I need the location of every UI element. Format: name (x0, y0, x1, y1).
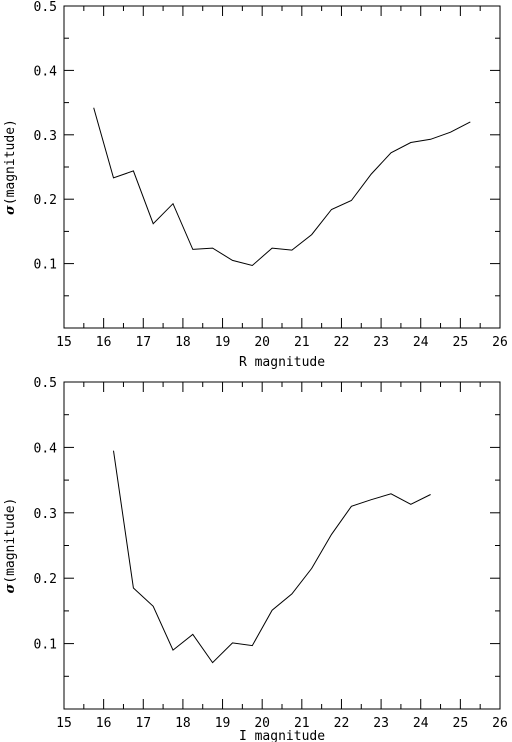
x-tick-label: 18 (175, 335, 191, 350)
y-tick-label: 0.3 (34, 507, 57, 522)
x-tick-label: 19 (215, 335, 231, 350)
plot-frame (63, 5, 501, 329)
y-tick-label: 0.5 (34, 0, 57, 15)
y-tick-label: 0.3 (34, 129, 57, 144)
y-axis-title: σ(magnitude) (3, 498, 18, 594)
x-tick-label: 20 (254, 335, 270, 350)
y-tick-label: 0.1 (34, 258, 57, 273)
x-tick-label: 18 (175, 716, 191, 731)
x-tick-label: 17 (135, 716, 151, 731)
i-magnitude-chart: 15 16 17 18 19 20 21 22 23 24 25 26 0.1 0.2 0.3 0.4 0.5 I… (3, 376, 508, 742)
y-axis-title: σ(magnitude) (3, 119, 18, 215)
y-tick-label: 0.2 (34, 572, 57, 587)
y-tick-label: 0.5 (34, 376, 57, 391)
x-tick-label: 22 (334, 716, 350, 731)
x-tick-label: 16 (96, 716, 112, 731)
x-tick-label: 16 (96, 335, 112, 350)
y-tick-label: 0.2 (34, 193, 57, 208)
y-axis-symbol: σ (3, 205, 18, 215)
x-tick-label: 24 (413, 716, 429, 731)
x-tick-label: 26 (492, 716, 508, 731)
x-tick-label: 26 (492, 335, 508, 350)
x-tick-label: 21 (294, 335, 310, 350)
series-line (93, 107, 471, 267)
r-magnitude-chart: 15 16 17 18 19 20 21 22 23 24 25 26 0.1 0.2 0.3 0.4 0.5 R… (3, 0, 508, 370)
x-axis-title: R magnitude (239, 355, 325, 370)
x-tick-label: 21 (294, 716, 310, 731)
x-tick-label: 20 (254, 716, 270, 731)
x-tick-label: 24 (413, 335, 429, 350)
x-tick-label: 19 (215, 716, 231, 731)
y-axis-unit: (magnitude) (3, 498, 18, 584)
y-tick-label: 0.1 (34, 638, 57, 653)
plot-frame (63, 381, 501, 710)
y-tick-label: 0.4 (34, 64, 58, 79)
x-tick-label: 15 (56, 335, 72, 350)
x-tick-label: 23 (373, 335, 389, 350)
y-tick-label: 0.4 (34, 441, 58, 456)
y-axis-unit: (magnitude) (3, 119, 18, 205)
x-tick-label: 17 (135, 335, 151, 350)
x-tick-label: 15 (56, 716, 72, 731)
x-tick-label: 25 (453, 335, 469, 350)
series-line (113, 450, 431, 664)
x-tick-label: 22 (334, 335, 350, 350)
x-axis-title: I magnitude (239, 729, 325, 742)
x-tick-label: 25 (453, 716, 469, 731)
x-tick-label: 23 (373, 716, 389, 731)
y-axis-symbol: σ (3, 583, 18, 593)
